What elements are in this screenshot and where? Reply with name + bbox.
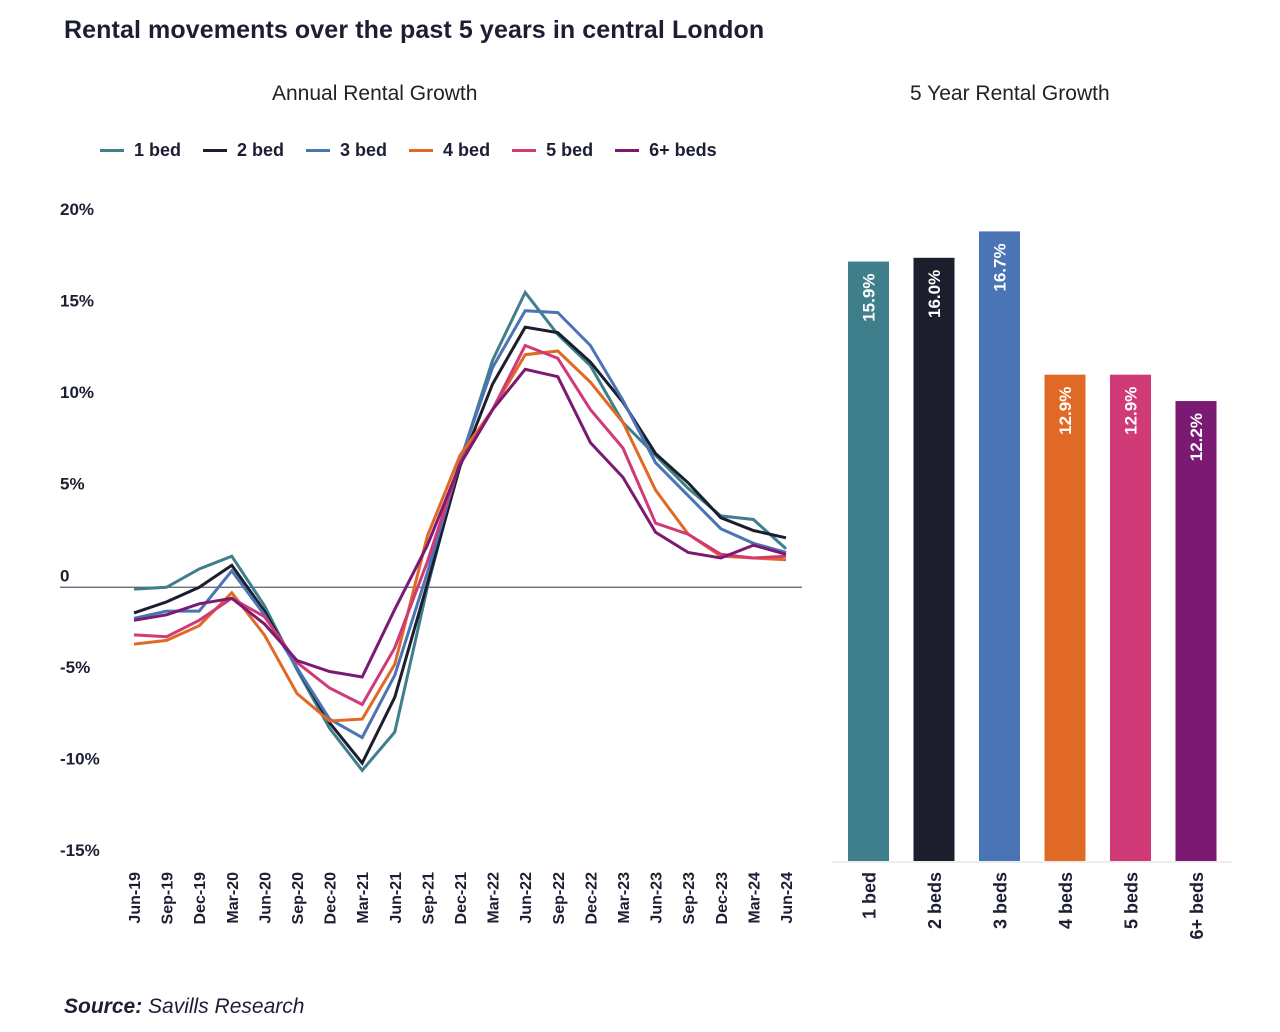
y-tick-label: -10% — [60, 749, 100, 768]
x-tick-label: Dec-19 — [192, 872, 209, 925]
x-tick-label: Jun-19 — [127, 872, 144, 924]
bar-value-label: 16.0% — [925, 270, 944, 318]
x-tick-label: Mar-23 — [616, 872, 633, 924]
y-tick-label: 15% — [60, 292, 94, 311]
legend-item-5-bed: 5 bed — [512, 140, 593, 161]
bar-value-label: 12.2% — [1187, 413, 1206, 461]
legend-label: 5 bed — [546, 140, 594, 160]
legend-swatch — [512, 149, 537, 152]
legend-swatch — [100, 149, 124, 152]
legend-item-4-bed: 4 bed — [409, 140, 490, 161]
x-tick-label: Jun-24 — [779, 872, 796, 924]
legend: 1 bed 2 bed 3 bed 4 bed 5 bed 6+ beds — [100, 140, 717, 161]
bar-category-label: 5 beds — [1122, 872, 1142, 929]
y-tick-label: 5% — [60, 475, 85, 494]
x-tick-label: Dec-22 — [583, 872, 600, 925]
y-tick-label: -5% — [60, 658, 90, 677]
legend-label: 6+ beds — [649, 140, 717, 160]
bar-2-beds — [913, 257, 955, 861]
x-tick-label: Dec-21 — [453, 872, 470, 925]
series-line-2-bed — [133, 325, 787, 766]
bar-1-bed — [848, 261, 889, 861]
bar-category-label: 6+ beds — [1187, 872, 1207, 940]
x-tick-label: Jun-21 — [388, 872, 405, 924]
y-tick-label: 10% — [60, 383, 94, 402]
legend-item-6plus-beds: 6+ beds — [615, 140, 717, 161]
x-tick-label: Sep-23 — [681, 872, 698, 925]
source-note: Source: Savills Research — [64, 995, 304, 1019]
x-tick-label: Mar-24 — [746, 872, 763, 924]
chart-title: Rental movements over the past 5 years i… — [64, 16, 765, 44]
bar-category-label: 2 beds — [925, 872, 945, 929]
source-label: Source: — [64, 995, 143, 1018]
x-tick-label: Mar-22 — [486, 872, 503, 924]
legend-swatch — [615, 149, 640, 152]
x-tick-label: Mar-21 — [355, 872, 372, 924]
x-tick-label: Dec-20 — [323, 872, 340, 925]
legend-swatch — [203, 149, 228, 152]
legend-item-1-bed: 1 bed — [100, 140, 181, 161]
bar-value-label: 12.9% — [1122, 387, 1141, 435]
x-tick-label: Sep-22 — [551, 872, 568, 925]
bar-value-label: 16.7% — [991, 243, 1010, 291]
bar-chart-title: 5 Year Rental Growth — [910, 82, 1110, 105]
legend-label: 2 bed — [237, 140, 285, 160]
x-tick-label: Mar-20 — [225, 872, 242, 924]
legend-item-2-bed: 2 bed — [203, 140, 284, 161]
y-tick-label: -15% — [60, 841, 100, 860]
series-line-6plus-beds — [133, 367, 787, 679]
series-line-3-bed — [133, 309, 787, 740]
x-tick-label: Jun-20 — [257, 872, 274, 924]
legend-label: 3 bed — [340, 140, 388, 160]
legend-swatch — [306, 149, 331, 152]
x-tick-label: Sep-21 — [420, 872, 437, 925]
bar-4-beds — [1044, 374, 1086, 861]
bar-3-beds — [979, 231, 1020, 861]
y-tick-label: 20% — [60, 200, 94, 219]
line-chart-title: Annual Rental Growth — [272, 82, 478, 105]
bar-6plus-beds — [1175, 401, 1217, 861]
series-line-5-bed — [133, 343, 787, 707]
bar-value-label: 15.9% — [860, 274, 879, 322]
legend-label: 4 bed — [443, 140, 491, 160]
series-line-1-bed — [133, 289, 788, 773]
bar-category-label: 1 bed — [860, 872, 880, 919]
bar-value-label: 12.9% — [1056, 387, 1075, 435]
bar-category-label: 3 beds — [991, 872, 1011, 929]
x-tick-label: Jun-22 — [518, 872, 535, 924]
legend-label: 1 bed — [134, 140, 182, 160]
bar-5-beds — [1110, 374, 1151, 861]
source-text: Savills Research — [148, 995, 305, 1018]
legend-swatch — [409, 149, 434, 152]
x-tick-label: Jun-23 — [649, 872, 666, 924]
x-tick-label: Dec-23 — [714, 872, 731, 925]
bar-category-label: 4 beds — [1056, 872, 1076, 929]
x-tick-label: Sep-19 — [160, 872, 177, 925]
series-line-4-bed — [133, 349, 787, 723]
x-tick-label: Sep-20 — [290, 872, 307, 925]
legend-item-3-bed: 3 bed — [306, 140, 387, 161]
y-tick-label: 0 — [60, 566, 69, 585]
